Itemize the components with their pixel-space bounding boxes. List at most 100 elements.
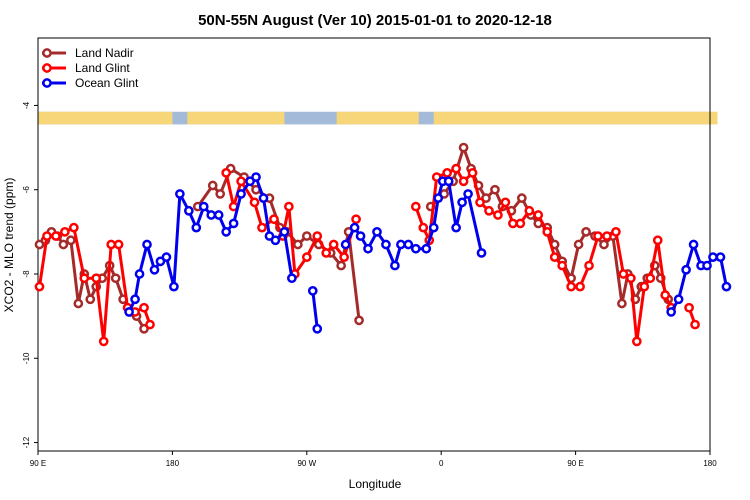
data-point (666, 307, 677, 317)
data-point (134, 269, 145, 279)
data-point (708, 252, 718, 262)
map-strip-land (433, 111, 718, 125)
data-point (476, 248, 487, 258)
data-point (457, 197, 467, 208)
data-point (51, 231, 61, 241)
data-point (207, 180, 218, 191)
data-point (631, 336, 642, 347)
data-point (79, 273, 90, 284)
data-point (328, 239, 339, 250)
data-point (549, 252, 560, 262)
data-point (451, 163, 461, 174)
legend-label: Land Glint (75, 61, 130, 75)
y-tick-label: -12 (22, 436, 31, 448)
data-point (175, 189, 185, 199)
data-point (418, 222, 429, 233)
data-point (542, 227, 553, 237)
data-point (169, 281, 179, 292)
data-point (110, 273, 121, 284)
data-point (484, 205, 494, 216)
data-point (617, 298, 627, 309)
data-point (715, 252, 726, 262)
legend-label: Land Nadir (75, 46, 134, 60)
series-line (311, 290, 319, 329)
y-tick-label: -10 (22, 352, 31, 364)
data-point (270, 235, 281, 246)
data-point (475, 197, 485, 208)
data-point (292, 239, 303, 250)
data-point (42, 231, 52, 241)
data-point (533, 210, 544, 220)
data-point (139, 302, 149, 313)
data-point (68, 222, 79, 233)
data-point (251, 172, 261, 182)
data-point (593, 231, 603, 241)
data-point (573, 239, 584, 250)
map-strip-land (187, 111, 285, 125)
data-point (213, 210, 224, 220)
data-point (279, 227, 290, 237)
data-point (515, 218, 526, 229)
data-point (198, 201, 209, 212)
data-point (321, 248, 332, 258)
data-point (228, 218, 239, 229)
data-point (301, 252, 312, 262)
data-point (442, 168, 453, 178)
x-tick-label: 0 (439, 459, 444, 468)
data-point (312, 323, 323, 334)
data-point (566, 281, 576, 292)
map-strip-land (38, 111, 173, 125)
data-point (645, 273, 656, 284)
data-point (618, 269, 629, 279)
x-axis-label: Longitude (349, 477, 402, 491)
data-point (390, 260, 400, 271)
data-point (690, 319, 700, 330)
data-point (428, 222, 439, 233)
data-point (98, 336, 109, 347)
series-line (414, 167, 673, 343)
data-point (258, 193, 269, 203)
map-strip-land (336, 111, 419, 125)
data-point (221, 168, 232, 178)
y-tick-label: -8 (22, 270, 31, 278)
data-point (660, 290, 671, 300)
data-point (106, 239, 117, 250)
y-axis: -12 -10 -8 -6 -4 (22, 101, 38, 448)
data-point (301, 231, 312, 241)
data-point (284, 201, 294, 212)
x-tick-label: 90 E (567, 459, 583, 468)
data-point (142, 239, 152, 250)
x-tick-label: 180 (166, 459, 180, 468)
data-point (626, 273, 636, 284)
data-point (354, 315, 364, 326)
data-point (721, 281, 732, 292)
legend-marker (42, 63, 52, 73)
data-point (493, 210, 503, 220)
data-point (34, 281, 45, 292)
data-point (575, 281, 585, 292)
data-point (584, 260, 594, 271)
data-point (599, 239, 609, 250)
y-tick-label: -4 (22, 101, 31, 109)
data-point (91, 273, 102, 284)
legend-marker (42, 48, 52, 58)
data-point (602, 231, 612, 241)
data-point (673, 294, 684, 305)
data-point (312, 231, 323, 241)
data-point (681, 264, 691, 275)
data-point (307, 286, 318, 296)
data-point (463, 189, 473, 199)
data-point (336, 260, 346, 271)
data-point (652, 235, 663, 246)
chart-title: 50N-55N August (Ver 10) 2015-01-01 to 20… (198, 12, 552, 29)
data-point (508, 218, 518, 229)
data-point (206, 210, 217, 220)
data-point (340, 239, 351, 250)
y-axis-label: XCO2 - MLO trend (ppm) (2, 178, 16, 313)
data-point (85, 294, 96, 305)
data-point (236, 176, 246, 187)
x-tick-label: 90 E (30, 459, 46, 468)
data-point (451, 222, 461, 233)
data-point (702, 260, 712, 271)
